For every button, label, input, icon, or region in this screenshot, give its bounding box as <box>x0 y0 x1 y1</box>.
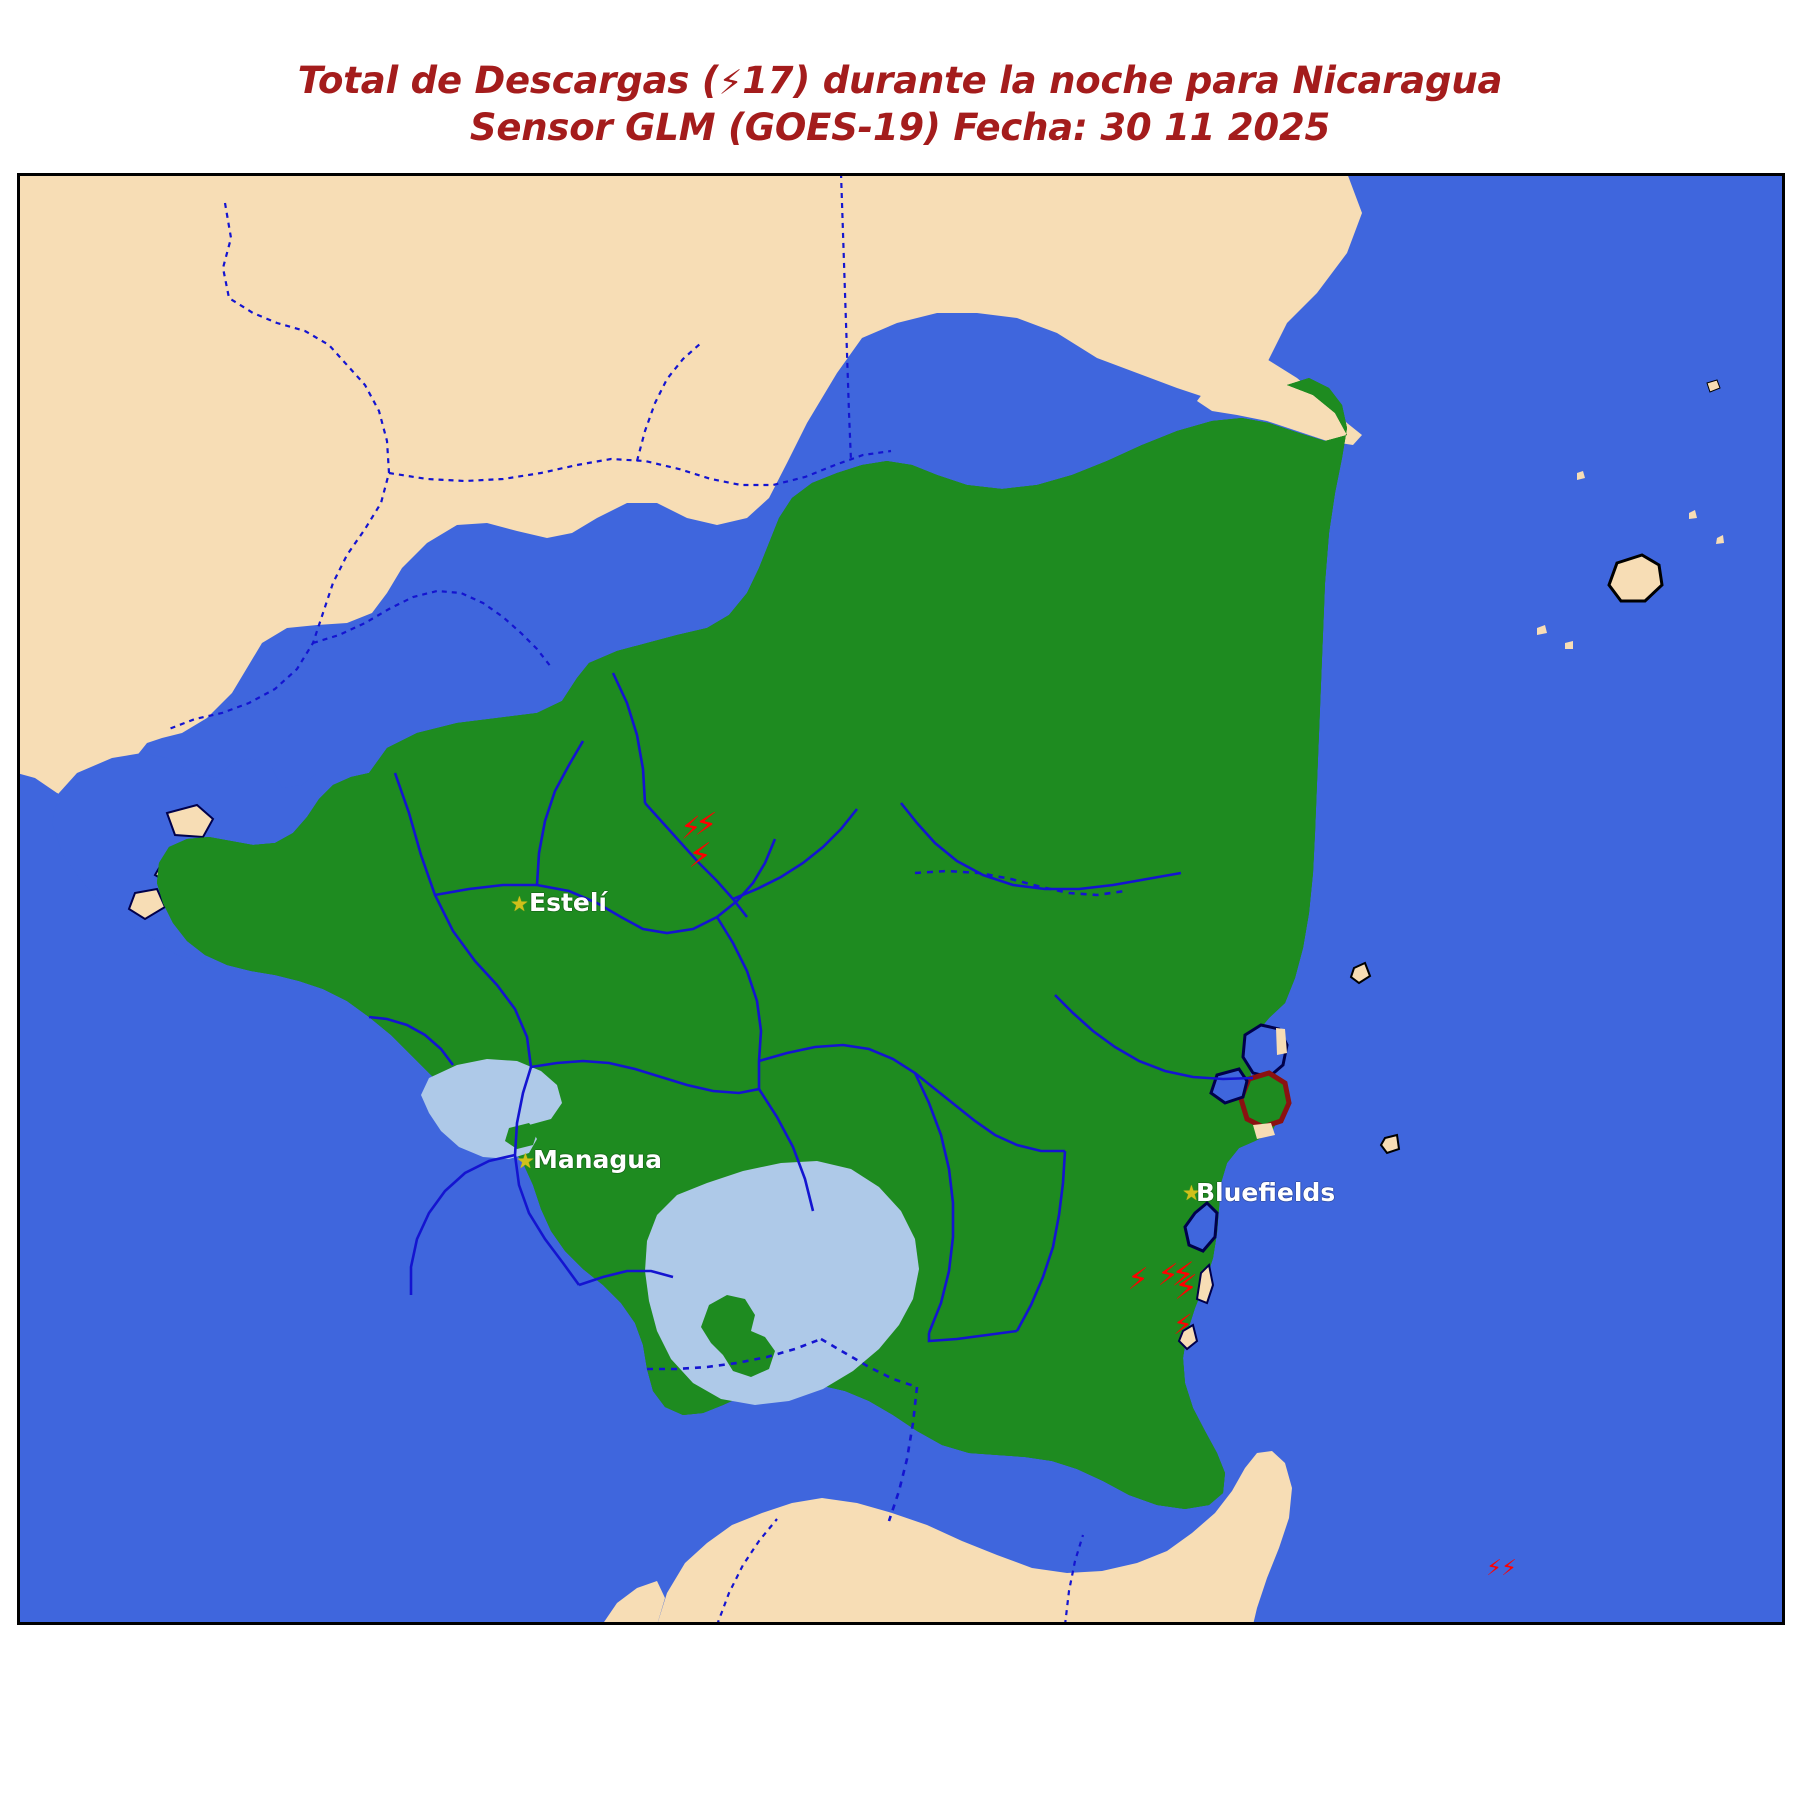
lightning-icon: ⚡ <box>718 63 743 103</box>
map-canvas[interactable]: ★ Estelí ★ Managua ★ Bluefields ⚡⚡⚡⚡⚡⚡⚡⚡… <box>17 173 1785 1625</box>
title-line-1: Total de Descargas (⚡17) durante la noch… <box>0 58 1800 105</box>
lightning-strike-marker: ⚡ <box>1174 1268 1198 1308</box>
lightning-strike-marker: ⚡ <box>1157 1258 1179 1293</box>
admin-boundaries <box>168 176 1254 1622</box>
coastal-lagoons <box>1177 1023 1292 1351</box>
islands-layer <box>1349 379 1724 1155</box>
lightning-strike-layer: ⚡ ⚡ ⚡ ⚡ ⚡ ⚡ ⚡ ⚡ ⚡ ⚡ <box>20 176 1782 1622</box>
title-text-before: Total de Descargas ( <box>297 59 719 102</box>
lightning-strike-marker: ⚡ <box>1501 1556 1517 1581</box>
title-line-2: Sensor GLM (GOES-19) Fecha: 30 11 2025 <box>469 106 1331 149</box>
lightning-strike-marker: ⚡ <box>679 810 703 847</box>
chart-title: Total de Descargas (⚡17) durante la noch… <box>0 58 1800 150</box>
lightning-strike-marker: ⚡ <box>694 804 718 844</box>
lightning-strike-marker: ⚡ <box>688 836 712 876</box>
lightning-strike-marker: ⚡ <box>1127 1262 1149 1297</box>
title-text-after: ) durante la noche para Nicaragua <box>793 59 1503 102</box>
title-strike-count: 17 <box>742 59 794 102</box>
nicaragua-layer <box>157 378 1347 1509</box>
lightning-strike-marker: ⚡ <box>1171 1254 1195 1294</box>
lightning-strike-marker: ⚡ <box>1486 1556 1502 1581</box>
map-geometry <box>20 176 1782 1622</box>
lightning-strike-marker: ⚡ <box>1173 1308 1193 1341</box>
